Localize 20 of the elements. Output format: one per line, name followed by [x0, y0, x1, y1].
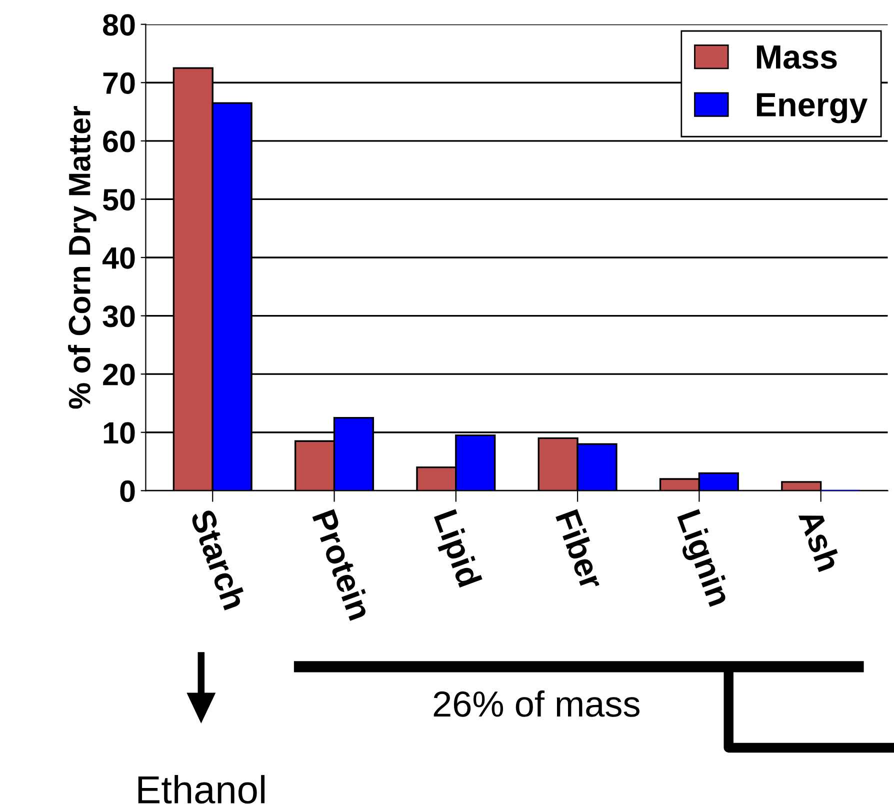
y-tick-label: 40	[102, 247, 135, 269]
y-tick-label: 50	[102, 188, 135, 211]
y-tick-label: 0	[120, 480, 135, 502]
y-tick-label: 60	[103, 130, 135, 152]
text: 26% of mass	[434, 690, 640, 717]
legend-label: Mass	[756, 46, 837, 69]
x-tick-label: Ash	[798, 507, 842, 572]
x-tick-label: Fiber	[555, 508, 606, 592]
legend-label: Energy	[756, 93, 868, 124]
x-tick-label: Lignin	[670, 508, 733, 610]
x-tick-label: Lipid	[427, 508, 482, 590]
y-tick-label: 20	[103, 364, 135, 386]
y-tick-label: 70	[103, 72, 135, 94]
y-tick-label: 10	[104, 422, 135, 444]
y-tick-label: 80	[102, 14, 135, 36]
text: Ethanol	[138, 775, 264, 804]
y-tick-label: 30	[102, 306, 135, 328]
x-tick-label: Protein	[312, 508, 373, 621]
x-tick-label: Starch	[190, 508, 248, 611]
y-axis-title: % of Corn Dry Matter	[68, 106, 96, 409]
